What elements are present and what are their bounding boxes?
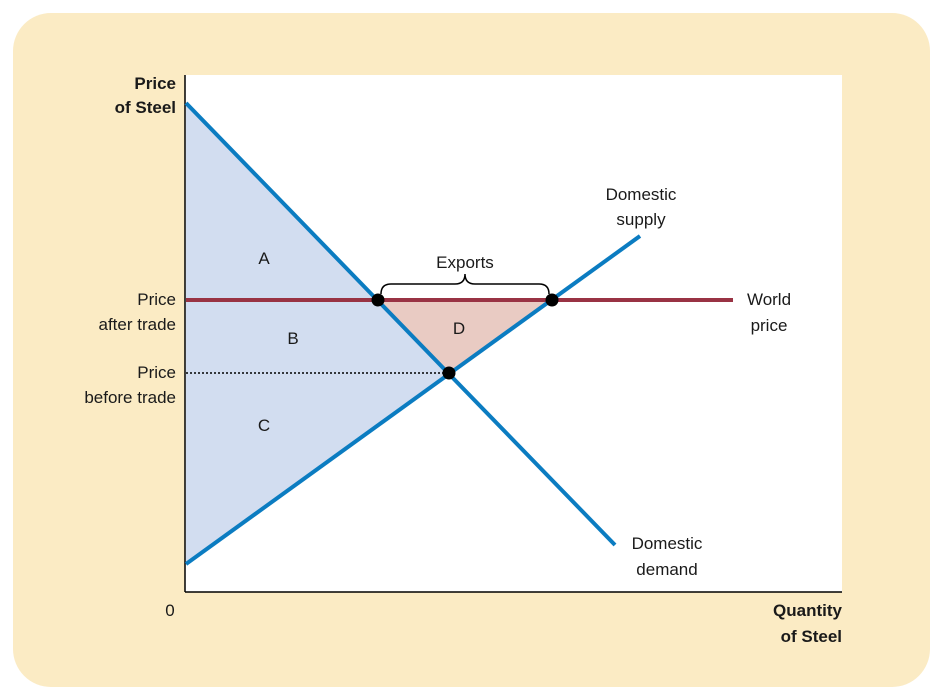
exports-label: Exports [436, 253, 494, 272]
x-axis-title-line2: of Steel [781, 627, 842, 646]
demand-world-price-point [371, 293, 385, 307]
origin-label: 0 [165, 601, 174, 620]
domestic-supply-curve [184, 234, 642, 566]
price-before-trade-label-line1: Price [137, 363, 176, 382]
y-axis-title-line1: Price [134, 74, 176, 93]
price-after-trade-label-line1: Price [137, 290, 176, 309]
supply-world-price-point [545, 293, 559, 307]
region-a-label: A [258, 249, 270, 268]
world-price-label-line1: World [747, 290, 791, 309]
supply-label-line2: supply [616, 210, 666, 229]
region-c-label: C [258, 416, 270, 435]
region-b-label: B [287, 329, 298, 348]
region-abc-fill [186, 103, 552, 564]
world-price-label-line2: price [751, 316, 788, 335]
demand-label-line1: Domestic [632, 534, 703, 553]
price-before-trade-label-line2: before trade [84, 388, 176, 407]
x-axis-title-line1: Quantity [773, 601, 842, 620]
equilibrium-point [442, 366, 456, 380]
price-after-trade-label-line2: after trade [99, 315, 177, 334]
domestic-demand-curve [184, 101, 617, 547]
demand-label-line2: demand [636, 560, 697, 579]
supply-label-line1: Domestic [606, 185, 677, 204]
y-axis-title-line2: of Steel [115, 98, 176, 117]
region-d-label: D [453, 319, 465, 338]
exports-brace [380, 273, 550, 295]
region-d-fill [378, 300, 552, 373]
